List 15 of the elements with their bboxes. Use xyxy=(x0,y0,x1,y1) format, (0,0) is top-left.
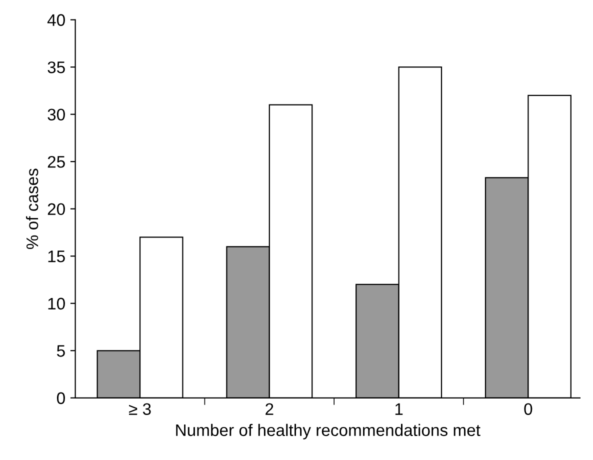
y-tick-label: 35 xyxy=(48,61,65,74)
x-axis-title: Number of healthy recommendations met xyxy=(176,424,480,440)
y-tick-label: 25 xyxy=(48,156,65,168)
x-tick-label: 1 xyxy=(395,403,403,415)
y-tick-label: 40 xyxy=(47,14,65,26)
x-tick-label: ≥ 3 xyxy=(129,403,151,416)
x-tick-label: 0 xyxy=(524,403,532,416)
y-tick-label: 0 xyxy=(56,392,65,404)
x-tick-label: 2 xyxy=(266,403,274,415)
y-axis-title: % of cases xyxy=(26,168,38,250)
y-tick-label: 30 xyxy=(48,108,65,121)
y-tick-label: 20 xyxy=(48,203,65,216)
y-tick-label: 10 xyxy=(48,298,65,310)
y-tick-label: 15 xyxy=(48,250,65,262)
y-tick-label: 5 xyxy=(56,345,65,357)
